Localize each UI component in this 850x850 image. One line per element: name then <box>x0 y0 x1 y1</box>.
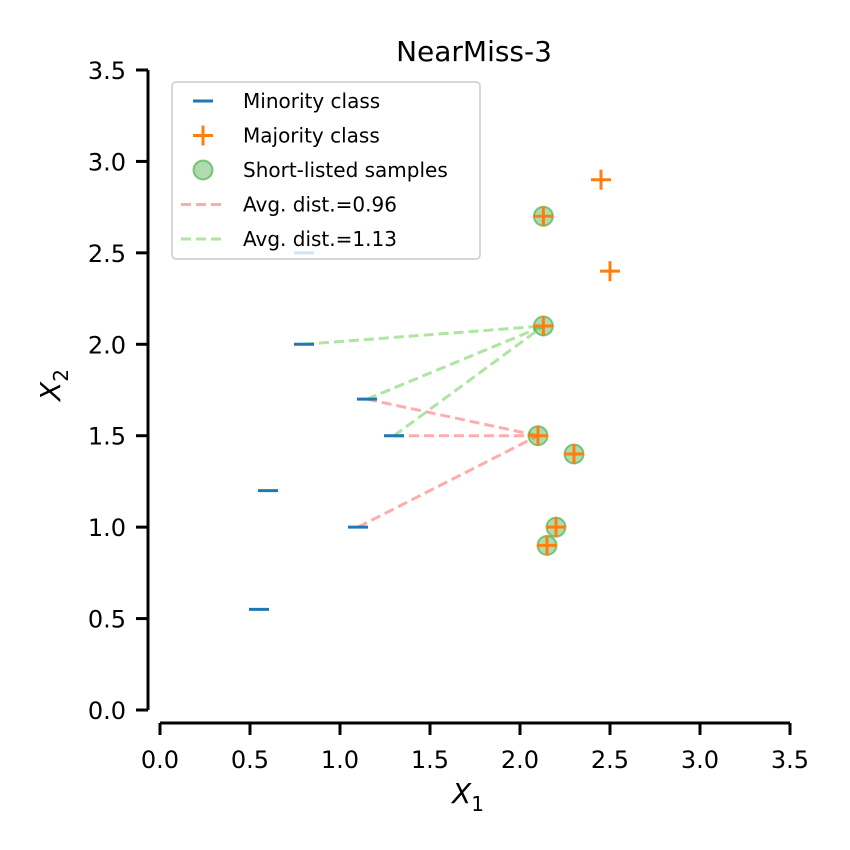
legend-label: Avg. dist.=1.13 <box>243 227 397 251</box>
y-tick-label: 2.5 <box>88 240 126 268</box>
y-axis-ticks: 0.0 0.5 1.0 1.5 2.0 2.5 3.0 3.5 <box>88 57 148 725</box>
y-tick-label: 1.0 <box>88 514 126 542</box>
y-tick-label: 0.5 <box>88 606 126 634</box>
legend-swatch <box>192 159 214 181</box>
x-tick-label: 2.0 <box>501 746 539 774</box>
distance-line <box>366 397 539 438</box>
legend-items: Minority class Majority class Short-listed… <box>181 89 448 251</box>
legend-label: Short-listed samples <box>243 158 448 182</box>
majority-point <box>533 206 554 227</box>
distance-line <box>357 434 539 529</box>
y-tick-label: 3.5 <box>88 57 126 85</box>
distance-line <box>303 324 544 346</box>
y-tick-label: 1.5 <box>88 423 126 451</box>
x-tick-label: 2.5 <box>591 746 629 774</box>
x-tick-label: 3.0 <box>681 746 719 774</box>
legend-entry: Minority class <box>193 89 380 113</box>
legend-label: Avg. dist.=0.96 <box>243 193 397 217</box>
legend-entry: Short-listed samples <box>192 158 448 182</box>
distance-lines-layer <box>303 324 545 529</box>
x-tick-label: 0.0 <box>141 746 179 774</box>
x-tick-label: 0.5 <box>231 746 269 774</box>
chart-title: NearMiss-3 <box>396 35 552 68</box>
majority-point <box>533 316 554 336</box>
x-tick-label: 1.5 <box>411 746 449 774</box>
legend-entry: Avg. dist.=1.13 <box>181 227 397 251</box>
majority-point <box>537 535 557 556</box>
majority-point <box>528 425 548 446</box>
legend-entry: Avg. dist.=0.96 <box>181 193 397 217</box>
x-tick-label: 3.5 <box>771 746 809 774</box>
legend-entry: Majority class <box>193 124 380 148</box>
distance-line <box>393 324 545 437</box>
majority-point <box>564 444 584 464</box>
majority-point <box>600 261 620 282</box>
y-tick-label: 2.0 <box>88 331 126 359</box>
legend-box <box>171 81 481 260</box>
x-axis-ticks: 0.0 0.5 1.0 1.5 2.0 2.5 3.0 3.5 <box>141 723 809 774</box>
y-tick-label: 0.0 <box>88 697 126 725</box>
y-axis-label: X2 <box>34 369 73 403</box>
majority-point <box>591 169 611 190</box>
distance-line <box>366 324 544 401</box>
majority-point <box>546 517 566 538</box>
x-axis-label: X1 <box>450 777 484 816</box>
legend: Minority class Majority class Short-listed… <box>171 81 481 260</box>
points-layer <box>249 169 620 611</box>
legend-label: Majority class <box>243 124 380 148</box>
y-tick-label: 3.0 <box>88 148 126 176</box>
legend-swatch <box>193 125 213 146</box>
legend-label: Minority class <box>243 89 380 113</box>
x-tick-label: 1.0 <box>321 746 359 774</box>
